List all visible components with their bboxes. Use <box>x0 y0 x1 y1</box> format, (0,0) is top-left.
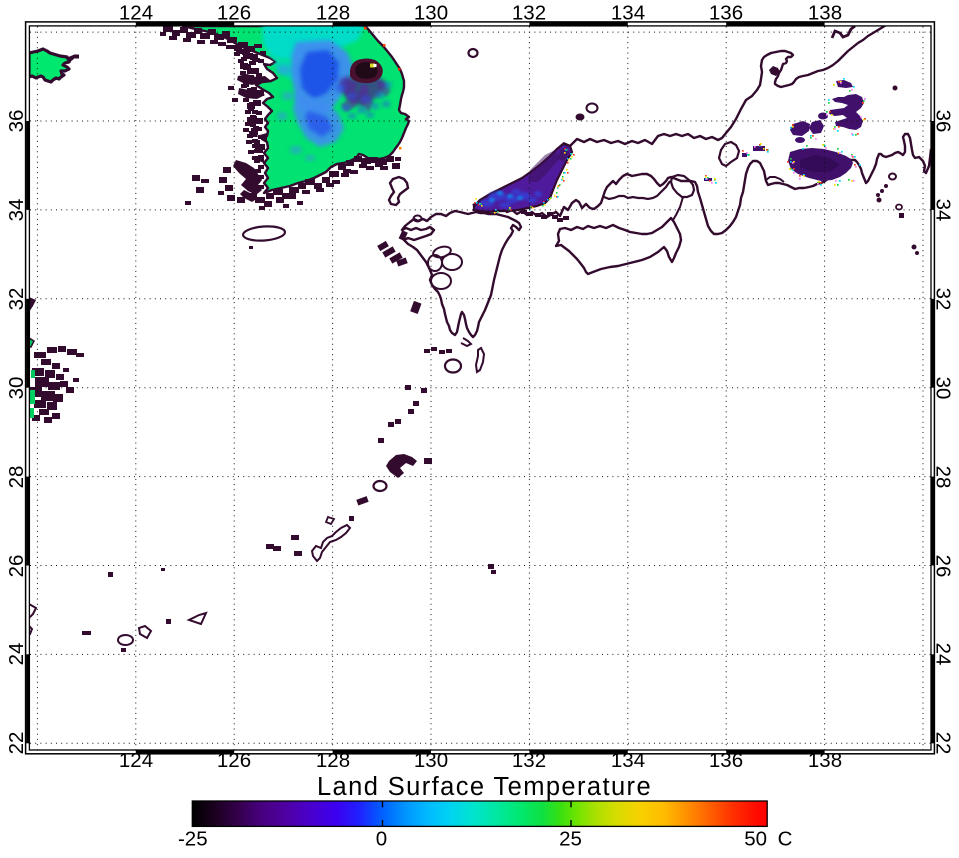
svg-text:136: 136 <box>709 1 743 24</box>
svg-text:22: 22 <box>5 732 28 755</box>
svg-text:-25: -25 <box>178 827 208 850</box>
svg-text:138: 138 <box>808 749 842 772</box>
svg-text:28: 28 <box>932 466 955 489</box>
svg-text:30: 30 <box>932 377 955 400</box>
svg-text:26: 26 <box>932 555 955 578</box>
svg-text:30: 30 <box>5 377 28 400</box>
svg-text:36: 36 <box>5 110 28 133</box>
svg-text:22: 22 <box>932 732 955 755</box>
svg-text:25: 25 <box>559 827 582 850</box>
svg-text:132: 132 <box>512 749 546 772</box>
svg-text:130: 130 <box>414 1 448 24</box>
svg-text:128: 128 <box>316 749 350 772</box>
svg-text:128: 128 <box>316 1 350 24</box>
svg-text:138: 138 <box>808 1 842 24</box>
svg-text:24: 24 <box>932 643 955 666</box>
svg-text:124: 124 <box>119 1 153 24</box>
svg-text:130: 130 <box>414 749 448 772</box>
svg-text:136: 136 <box>709 749 743 772</box>
svg-text:126: 126 <box>217 749 251 772</box>
svg-text:134: 134 <box>611 1 645 24</box>
svg-text:28: 28 <box>5 466 28 489</box>
svg-text:0: 0 <box>376 827 387 850</box>
svg-text:132: 132 <box>512 1 546 24</box>
svg-text:26: 26 <box>5 555 28 578</box>
svg-text:126: 126 <box>217 1 251 24</box>
svg-text:34: 34 <box>5 199 28 222</box>
svg-text:36: 36 <box>932 110 955 133</box>
svg-text:34: 34 <box>932 199 955 222</box>
svg-text:50: 50 <box>744 827 767 850</box>
svg-text:124: 124 <box>119 749 153 772</box>
svg-text:32: 32 <box>5 288 28 311</box>
svg-text:134: 134 <box>611 749 645 772</box>
svg-text:32: 32 <box>932 288 955 311</box>
svg-text:Land Surface Temperature: Land Surface Temperature <box>317 773 652 801</box>
svg-text:C: C <box>778 827 793 850</box>
svg-text:24: 24 <box>5 643 28 666</box>
